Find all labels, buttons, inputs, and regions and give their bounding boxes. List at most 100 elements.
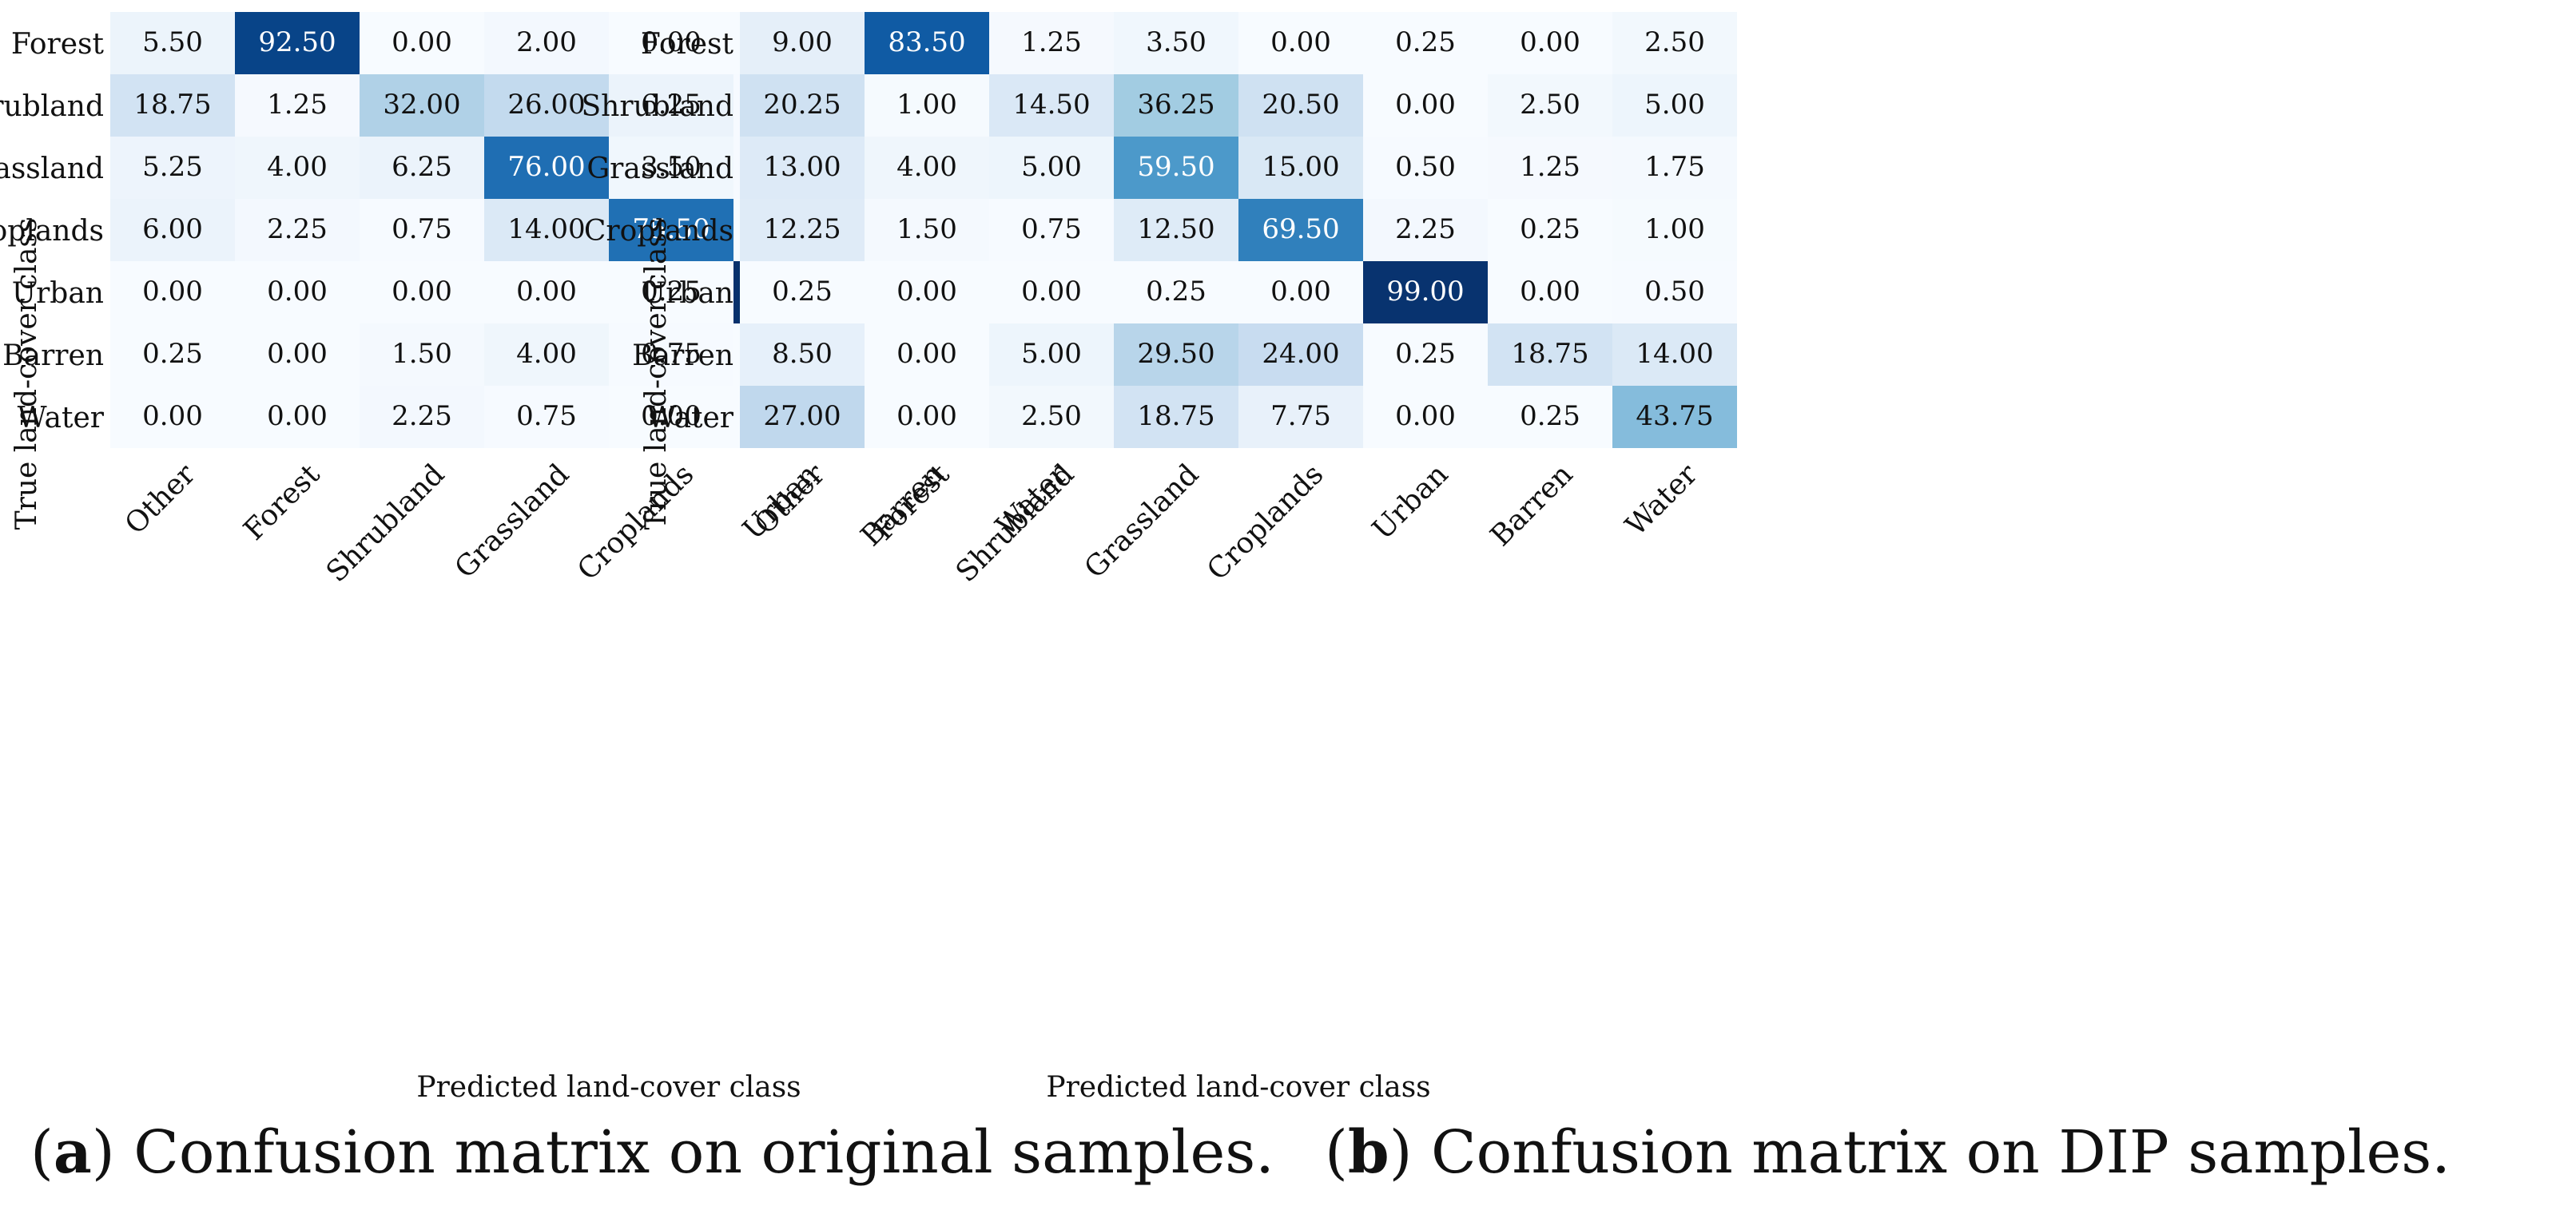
heatmap-value-b-0-2: 1.25 [1021, 26, 1082, 58]
x-tick-label-b-4: Croplands [1201, 458, 1330, 586]
heatmap-value-b-1-7: 5.00 [1644, 89, 1705, 121]
heatmap-cell-b-3-3 [1114, 199, 1238, 261]
y-tick-label-a-1: Shrubland [0, 90, 104, 123]
heatmap-cell-b-2-4 [1238, 137, 1363, 199]
x-tick-label-b-1: Forest [867, 458, 956, 546]
confusion-matrix-dip: 9.00 83.50 1.25 3.50 0.00 0.25 0.00 2.50 20.25 1.… [582, 12, 1737, 1104]
x-axis-title-a: Predicted land-cover class [416, 1071, 801, 1104]
heatmap-value-b-3-7: 1.00 [1644, 213, 1705, 245]
heatmap-cell-b-6-0 [740, 386, 865, 448]
x-tick-label-b-3: Grassland [1079, 458, 1206, 585]
heatmap-cell-b-2-5 [1363, 137, 1488, 199]
x-tick-label-b-2: Shrubland [950, 458, 1081, 589]
heatmap-value-b-4-4: 0.00 [1270, 276, 1331, 307]
heatmap-cell-b-2-2 [989, 137, 1114, 199]
heatmap-cell-a-6-4 [609, 386, 733, 448]
heatmap-value-a-2-0: 5.25 [142, 151, 203, 183]
heatmap-value-b-6-5: 0.00 [1395, 400, 1456, 432]
heatmap-cell-b-6-1 [865, 386, 989, 448]
heatmap-cell-b-0-1 [865, 12, 989, 74]
caption-a-text: Confusion matrix on original samples. [133, 1118, 1274, 1187]
heatmap-cell-b-0-5 [1363, 12, 1488, 74]
caption-a-label: a [53, 1118, 92, 1187]
heatmap-value-a-1-2: 32.00 [383, 89, 460, 121]
y-tick-labels-a: Forest Shrubland Grassland Croplands Urban Ba… [0, 28, 105, 434]
heatmap-cell-b-1-5 [1363, 74, 1488, 137]
x-tick-label-b-7: Water [1620, 458, 1704, 542]
y-tick-label-b-0: Forest [641, 28, 734, 61]
heatmap-value-b-3-0: 12.25 [763, 213, 841, 245]
heatmap-cell-a-0-0 [110, 12, 235, 74]
heatmap-cell-a-2-4 [609, 137, 733, 199]
caption-b-label: b [1347, 1118, 1389, 1187]
heatmap-value-b-6-4: 7.75 [1270, 400, 1331, 432]
heatmap-cell-b-5-7 [1612, 323, 1737, 386]
heatmap-value-b-0-1: 83.50 [888, 26, 965, 58]
heatmap-cell-b-1-6 [1488, 74, 1612, 137]
heatmap-value-b-1-0: 20.25 [763, 89, 841, 121]
heatmap-value-b-5-6: 18.75 [1511, 338, 1588, 370]
heatmap-value-b-6-3: 18.75 [1137, 400, 1214, 432]
heatmap-value-a-5-3: 4.00 [516, 338, 577, 370]
heatmap-cell-b-0-3 [1114, 12, 1238, 74]
heatmap-value-a-1-4: 6.25 [641, 89, 702, 121]
heatmap-cell-a-4-1 [235, 261, 360, 323]
heatmap-value-b-4-1: 0.00 [896, 276, 957, 307]
heatmap-value-a-1-3: 26.00 [507, 89, 585, 121]
heatmap-value-b-5-4: 24.00 [1262, 338, 1339, 370]
heatmap-value-b-2-0: 13.00 [763, 151, 841, 183]
heatmap-cell-a-2-2 [360, 137, 484, 199]
heatmap-value-b-2-7: 1.75 [1644, 151, 1705, 183]
heatmap-value-b-4-0: 0.25 [772, 276, 833, 307]
heatmap-value-b-6-7: 43.75 [1636, 400, 1713, 432]
heatmap-value-b-0-3: 3.50 [1146, 26, 1207, 58]
heatmap-value-labels-b: 9.00 83.50 1.25 3.50 0.00 0.25 0.00 2.50 20.25 1.… [763, 26, 1713, 432]
heatmap-cell-b-2-3 [1114, 137, 1238, 199]
x-axis-title-b: Predicted land-cover class [1046, 1071, 1430, 1104]
heatmap-value-b-1-6: 2.50 [1520, 89, 1580, 121]
heatmap-cell-b-0-0 [740, 12, 865, 74]
heatmap-cell-a-6-3 [484, 386, 609, 448]
heatmap-value-b-3-2: 0.75 [1021, 213, 1082, 245]
heatmap-value-b-1-5: 0.00 [1395, 89, 1456, 121]
heatmap-cell-b-5-2 [989, 323, 1114, 386]
heatmap-value-b-2-4: 15.00 [1262, 151, 1339, 183]
heatmap-cell-b-4-6 [1488, 261, 1612, 323]
heatmap-value-b-5-5: 0.25 [1395, 338, 1456, 370]
heatmap-cell-a-5-2 [360, 323, 484, 386]
heatmap-cell-a-5-4 [609, 323, 733, 386]
heatmap-cell-b-5-5 [1363, 323, 1488, 386]
heatmap-cell-b-5-3 [1114, 323, 1238, 386]
x-tick-label-a-2: Shrubland [320, 458, 451, 589]
heatmap-cell-b-1-4 [1238, 74, 1363, 137]
x-tick-label-a-3: Grassland [449, 458, 576, 585]
heatmap-value-b-2-6: 1.25 [1520, 151, 1580, 183]
heatmap-cell-b-2-6 [1488, 137, 1612, 199]
heatmap-value-a-0-3: 2.00 [516, 26, 577, 58]
heatmap-cell-a-1-0 [110, 74, 235, 137]
heatmap-cell-b-1-2 [989, 74, 1114, 137]
heatmap-value-b-4-7: 0.50 [1644, 276, 1705, 307]
x-tick-label-b-5: Urban [1366, 458, 1454, 546]
heatmap-cell-b-4-5 [1363, 261, 1488, 323]
heatmap-value-b-3-1: 1.50 [896, 213, 957, 245]
heatmap-value-a-6-3: 0.75 [516, 400, 577, 432]
heatmap-cell-b-6-6 [1488, 386, 1612, 448]
y-tick-label-a-6: Water [18, 402, 105, 434]
heatmap-cell-b-6-2 [989, 386, 1114, 448]
heatmap-cell-a-6-0 [110, 386, 235, 448]
heatmap-value-b-0-6: 0.00 [1520, 26, 1580, 58]
y-tick-label-a-2: Grassland [0, 153, 104, 185]
heatmap-value-b-5-0: 8.50 [772, 338, 833, 370]
heatmap-value-a-3-4: 75.50 [632, 213, 710, 245]
heatmap-value-a-5-0: 0.25 [142, 338, 203, 370]
heatmap-value-b-0-5: 0.25 [1395, 26, 1456, 58]
y-tick-label-b-3: Croplands [584, 215, 733, 248]
heatmap-value-a-1-0: 18.75 [133, 89, 211, 121]
heatmap-value-a-4-1: 0.00 [267, 276, 328, 307]
x-tick-label-a-4: Croplands [571, 458, 700, 586]
heatmap-cell-a-4-2 [360, 261, 484, 323]
heatmap-cell-b-0-7 [1612, 12, 1737, 74]
caption-a: (a) Confusion matrix on original samples… [30, 1118, 1274, 1187]
